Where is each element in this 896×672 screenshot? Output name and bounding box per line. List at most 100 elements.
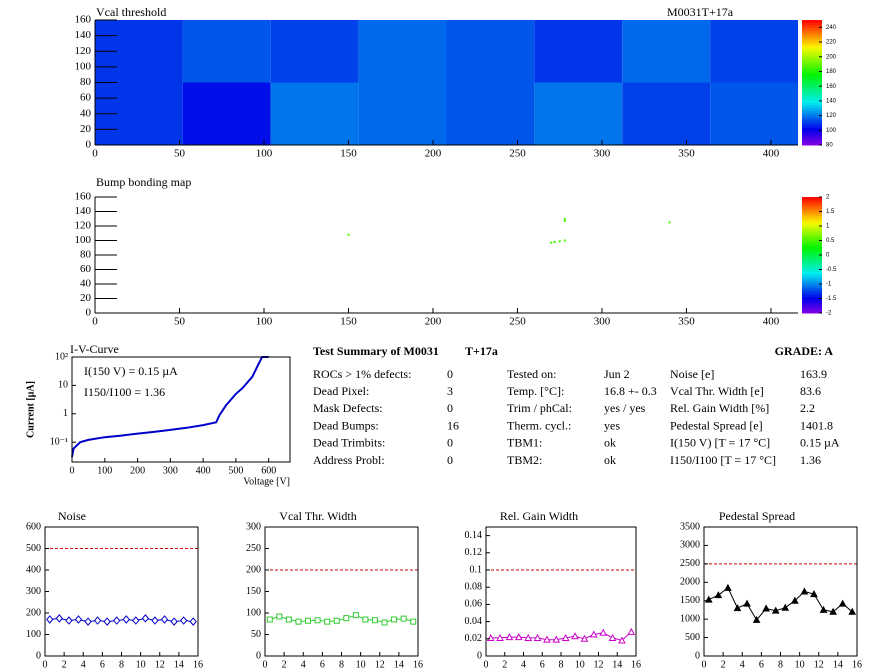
colorbar-band <box>802 122 822 126</box>
roc-cell <box>534 82 623 145</box>
y-tick-label: 200 <box>26 607 41 618</box>
data-marker <box>285 616 292 623</box>
y-tick-label: 300 <box>26 586 41 597</box>
colorbar-band <box>802 285 822 288</box>
colorbar-band <box>802 206 822 210</box>
y-tick-label: 140 <box>75 29 92 41</box>
data-marker <box>580 634 589 642</box>
x-tick-label: 0 <box>92 316 98 328</box>
x-tick-label: 250 <box>509 148 526 160</box>
grade: GRADE: A <box>775 344 834 358</box>
colorbar-band <box>802 261 822 265</box>
summary-value: 0 <box>447 401 453 415</box>
data-marker <box>618 636 626 644</box>
x-tick-label: 4 <box>81 659 86 670</box>
y-tick-label: 100 <box>246 607 261 618</box>
x-tick-label: 12 <box>814 659 824 670</box>
plot-frame <box>71 356 291 463</box>
colorbar-label: 240 <box>826 25 837 31</box>
data-marker <box>810 590 818 598</box>
x-tick-label: 0 <box>484 659 489 670</box>
colorbar-band <box>802 301 822 305</box>
x-tick-label: 150 <box>340 148 357 160</box>
data-marker <box>122 615 130 624</box>
summary-label: I(150 V) [T = 17 °C] <box>670 436 770 450</box>
colorbar-band <box>802 42 822 46</box>
colorbar-band <box>802 37 822 41</box>
colorbar-band <box>802 282 822 286</box>
summary-label: Mask Defects: <box>313 401 383 415</box>
colorbar-band <box>802 70 822 73</box>
colorbar-band <box>802 52 822 56</box>
data-marker <box>170 617 178 626</box>
colorbar-band <box>802 278 822 282</box>
colorbar-label: 2 <box>826 195 830 201</box>
chart-line: Noise 0 2 4 6 8 10 12 14 16 0 100 200 300 400 500 600 <box>26 509 203 671</box>
data-marker <box>505 633 514 641</box>
summary-value: yes / yes <box>604 401 646 415</box>
colorbar-band <box>802 127 822 131</box>
colorbar-band <box>802 75 822 78</box>
roc-cell <box>182 82 271 145</box>
colorbar-band <box>802 87 822 91</box>
chart-title: I-V-Curve <box>70 342 119 356</box>
colorbar-label: 120 <box>826 113 837 119</box>
y-tick-label: 0 <box>256 650 261 661</box>
y-tick-label: 10² <box>55 351 68 362</box>
data-marker <box>724 583 732 591</box>
summary-value: 16 <box>447 418 459 432</box>
chart-title: Vcal Thr. Width <box>279 509 356 523</box>
colorbar-label: -1.5 <box>826 296 837 302</box>
summary-label: Trim / phCal: <box>507 401 572 415</box>
colorbar-band <box>802 213 822 217</box>
colorbar-band <box>802 60 822 63</box>
colorbar-label: -1 <box>826 282 832 288</box>
colorbar-label: -0.5 <box>826 267 837 273</box>
summary-value: 0 <box>447 453 453 467</box>
x-tick-label: 12 <box>155 659 165 670</box>
data-marker <box>791 596 799 604</box>
colorbar-band <box>802 266 822 270</box>
data-marker <box>55 614 64 623</box>
y-tick-label: 0 <box>86 139 92 151</box>
data-marker <box>781 603 790 611</box>
x-tick-label: 4 <box>521 659 526 670</box>
y-tick-label: 120 <box>75 220 92 232</box>
data-marker <box>324 618 331 625</box>
y-tick-label: 0.12 <box>465 547 483 558</box>
colorbar-band <box>802 30 822 33</box>
x-tick-label: 200 <box>425 148 442 160</box>
x-tick-label: 300 <box>594 316 611 328</box>
colorbar-band <box>802 97 822 101</box>
y-tick-label: 0 <box>695 650 700 661</box>
data-marker <box>848 607 857 615</box>
bump-point <box>563 239 566 242</box>
colorbar-band <box>802 245 822 249</box>
y-tick-label: 100 <box>75 60 92 72</box>
y-tick-label: 120 <box>75 45 92 57</box>
y-axis-label: Current [µA] <box>25 381 36 438</box>
summary-value: yes <box>604 418 620 432</box>
y-tick-label: 0 <box>86 307 92 319</box>
x-tick-label: 6 <box>540 659 545 670</box>
data-marker <box>627 627 636 635</box>
x-tick-label: 10 <box>575 659 585 670</box>
x-tick-label: 10 <box>136 659 146 670</box>
y-tick-label: 140 <box>75 205 92 217</box>
colorbar-band <box>802 20 822 23</box>
data-marker <box>276 613 283 620</box>
colorbar-band <box>802 250 822 254</box>
y-tick-label: 500 <box>685 632 700 643</box>
summary-value: 83.6 <box>800 384 821 398</box>
x-tick-label: 0 <box>92 148 98 160</box>
y-tick-label: 1500 <box>680 595 700 606</box>
x-tick-label: 600 <box>261 465 276 476</box>
x-tick-label: 100 <box>97 465 112 476</box>
bump-point <box>558 240 561 243</box>
y-tick-label: 50 <box>251 629 261 640</box>
y-tick-label: 250 <box>246 543 261 554</box>
colorbar-label: 140 <box>826 98 837 104</box>
data-marker <box>295 618 302 625</box>
